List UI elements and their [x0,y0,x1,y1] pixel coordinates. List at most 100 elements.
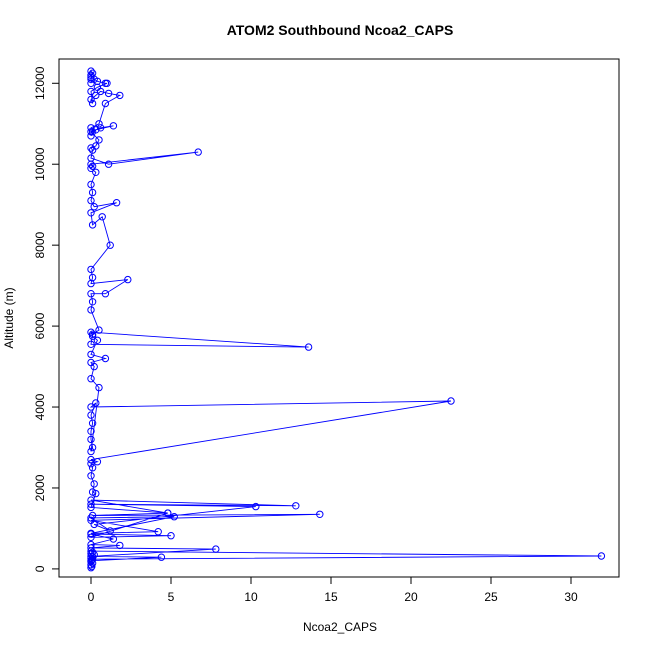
data-point [87,87,95,96]
x-axis-label: Ncoa2_CAPS [303,620,377,634]
data-point [95,136,103,144]
data-point [252,502,260,511]
data-point [87,514,95,522]
data-point [106,241,114,249]
data-point [304,343,313,351]
data-point [87,265,95,274]
data-point [92,399,100,407]
data-point [87,67,95,75]
data-point [88,443,97,452]
y-tick-label: 2000 [33,474,47,501]
data-point [93,458,102,466]
data-point [87,328,95,336]
data-point [95,383,103,392]
data-point [92,168,100,177]
data-point [87,455,95,464]
y-tick-label: 6000 [33,312,47,339]
data-point [87,306,95,314]
data-point [597,552,606,560]
y-tick-label: 12000 [33,66,47,100]
data-point [106,527,114,535]
data-point [88,128,97,136]
y-axis-label: Altitude (m) [2,287,16,348]
data-point [88,464,97,472]
data-point [87,290,95,298]
data-point [87,435,95,444]
data-point [95,326,103,334]
data-point [87,132,95,140]
data-point [194,148,202,156]
data-point [87,503,95,512]
x-tick-label: 0 [88,590,95,604]
data-point [88,419,97,427]
y-tick-label: 0 [33,565,47,572]
data-point [87,209,95,217]
x-tick-label: 15 [324,590,338,604]
data-point [88,99,97,108]
data-point [87,427,95,435]
data-point [87,340,95,348]
data-point [164,509,172,517]
data-point [88,162,97,170]
y-tick-label: 10000 [33,147,47,181]
data-point [96,124,105,132]
data-point [87,350,95,359]
data-point [87,75,95,83]
data-point [92,91,100,100]
data-point [88,298,97,306]
data-point [170,513,178,521]
plot-area [87,67,606,572]
data-point [87,180,95,189]
data-point [98,213,106,221]
x-tick-label: 30 [564,590,578,604]
data-point [87,529,95,537]
data-point [87,375,95,383]
data-point [154,528,162,536]
data-point [87,196,95,205]
data-point [101,290,110,298]
data-point [87,71,95,79]
data-point [116,541,124,550]
data-point [101,354,110,363]
data-point [87,358,95,367]
data-point [87,552,95,561]
data-point [212,545,220,553]
data-point [124,275,132,284]
data-point [88,332,97,340]
data-point [87,403,95,411]
data-point [87,144,95,152]
data-point [167,532,175,540]
data-point [101,99,110,108]
data-point [112,199,121,207]
data-point [88,188,97,197]
x-tick-label: 10 [244,590,258,604]
data-point [87,411,95,419]
data-point [87,447,95,456]
x-tick-label: 25 [484,590,498,604]
data-point [87,154,95,162]
data-point [88,548,97,556]
data-point [87,540,95,549]
data-point [87,500,95,508]
data-point [88,273,97,282]
x-tick-label: 20 [404,590,418,604]
data-point [101,79,110,88]
y-axis: 0 2000 4000 6000 8000 10000 12000 [33,66,60,572]
y-tick-label: 4000 [33,393,47,420]
data-point [87,164,95,173]
y-tick-label: 8000 [33,231,47,258]
data-point [447,397,455,405]
data-point [87,557,95,565]
data-point [95,120,103,128]
data-point [90,480,98,488]
data-point [87,496,95,504]
data-point [292,502,300,510]
data-point [87,460,95,468]
data-point [88,221,97,229]
data-point [104,89,113,98]
data-point [87,533,95,541]
data-point [87,544,95,552]
data-point [109,122,118,130]
